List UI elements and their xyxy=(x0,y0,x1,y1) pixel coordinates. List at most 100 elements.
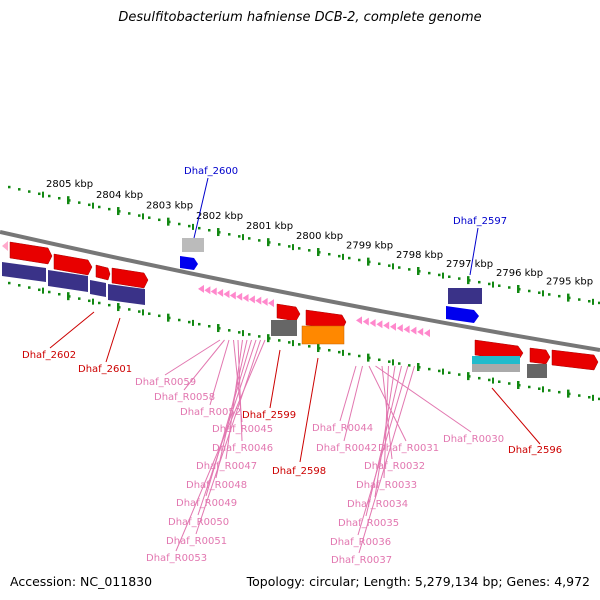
ruler-dot xyxy=(328,348,331,352)
trna-chevron[interactable] xyxy=(242,294,249,303)
gene-block-darkgray[interactable] xyxy=(271,320,297,336)
gene-arrow-red[interactable] xyxy=(95,264,111,281)
trna-chevron[interactable] xyxy=(268,299,274,308)
gene-block-orange[interactable] xyxy=(301,325,345,345)
gene-block-cyan[interactable] xyxy=(472,356,520,364)
gene-block-gray[interactable] xyxy=(182,238,204,252)
ruler-dot xyxy=(288,245,291,248)
trna-chevron[interactable] xyxy=(424,329,430,338)
gene-block-purple[interactable] xyxy=(2,262,46,282)
trna-chevron[interactable] xyxy=(396,324,403,333)
gene-dhaf-2599-arrow[interactable] xyxy=(276,303,301,322)
gene-arrow-red[interactable] xyxy=(9,241,53,265)
trna-chevron[interactable] xyxy=(390,322,396,331)
ruler-major-tick xyxy=(567,293,570,302)
trna-label-right[interactable]: Dhaf_R0031 xyxy=(378,443,439,454)
ruler-minor-tick xyxy=(492,281,494,288)
ruler-dot xyxy=(58,292,61,296)
trna-label-left[interactable]: Dhaf_R0045 xyxy=(212,424,273,435)
trna-chevron[interactable] xyxy=(403,325,410,334)
trna-label-left[interactable]: Dhaf_R0053 xyxy=(146,553,207,564)
trna-chevron[interactable] xyxy=(417,327,424,336)
trna-chevron[interactable] xyxy=(223,290,230,299)
gene-arrow-red[interactable] xyxy=(53,253,93,276)
ruler-major-tick xyxy=(117,207,120,216)
trna-label-left[interactable]: Dhaf_R0050 xyxy=(168,517,229,528)
gene-label-dhaf-2599[interactable]: Dhaf_2599 xyxy=(242,410,296,421)
ruler-minor-tick xyxy=(292,340,294,347)
gene-arrow-red[interactable] xyxy=(551,349,599,371)
gene-arrow-red[interactable] xyxy=(474,339,524,362)
trna-chevron[interactable] xyxy=(229,291,236,300)
leader-line xyxy=(343,365,363,442)
ruler-label: 2805 kbp xyxy=(46,179,93,190)
trna-label-right[interactable]: Dhaf_R0037 xyxy=(331,555,392,566)
gene-label-dhaf-2600[interactable]: Dhaf_2600 xyxy=(184,166,238,177)
trna-chevron[interactable] xyxy=(356,316,362,325)
ruler-dot xyxy=(208,228,211,232)
gene-block-lightgray[interactable] xyxy=(472,364,520,372)
ruler-dot xyxy=(508,286,511,289)
trna-chevron[interactable] xyxy=(198,284,204,293)
ruler-major-tick xyxy=(167,313,170,322)
gene-block-purple[interactable] xyxy=(90,280,106,297)
trna-label-right[interactable]: Dhaf_R0034 xyxy=(347,499,408,510)
gene-dhaf-2600-arrow[interactable] xyxy=(180,256,198,270)
trna-label-left[interactable]: Dhaf_R0046 xyxy=(212,443,273,454)
gene-dhaf-2597-arrow[interactable] xyxy=(446,306,479,323)
trna-chevron[interactable] xyxy=(248,295,255,304)
leader-line xyxy=(365,365,402,517)
ruler-dot xyxy=(48,194,51,198)
trna-chevron[interactable] xyxy=(383,321,390,330)
accession-text: Accession: NC_011830 xyxy=(10,574,153,589)
gene-label-dhaf-2601[interactable]: Dhaf_2601 xyxy=(78,364,132,375)
trna-label-left[interactable]: Dhaf_R0058 xyxy=(154,392,215,403)
gene-arrow-red[interactable] xyxy=(529,347,551,365)
trna-label-left[interactable]: Dhaf_R0047 xyxy=(196,461,257,472)
trna-chevron[interactable] xyxy=(376,320,383,329)
trna-chevron[interactable] xyxy=(369,318,376,327)
gene-dhaf-2602-arrow[interactable] xyxy=(2,241,8,251)
ruler-major-tick xyxy=(267,334,270,343)
gene-block-purple[interactable] xyxy=(48,270,88,292)
gene-label-dhaf-2597[interactable]: Dhaf_2597 xyxy=(453,216,507,227)
ruler-minor-tick xyxy=(42,287,44,294)
gene-label-dhaf-2598[interactable]: Dhaf_2598 xyxy=(272,466,326,477)
trna-label-right[interactable]: Dhaf_R0036 xyxy=(330,537,391,548)
ruler-dot xyxy=(148,216,151,219)
ruler-dot xyxy=(8,281,11,285)
trna-chevron[interactable] xyxy=(261,297,268,306)
ruler-dot xyxy=(98,205,101,209)
trna-chevron[interactable] xyxy=(217,288,224,297)
ruler-major-tick xyxy=(417,363,420,372)
gene-block-purple[interactable] xyxy=(448,288,482,304)
gene-block-purple[interactable] xyxy=(108,284,145,305)
gene-arrow-red[interactable] xyxy=(111,267,149,289)
trna-label-left[interactable]: Dhaf_R0052 xyxy=(180,407,241,418)
leader-line xyxy=(375,365,472,433)
trna-label-left[interactable]: Dhaf_R0048 xyxy=(186,480,247,491)
trna-label-right[interactable]: Dhaf_R0033 xyxy=(356,480,417,491)
trna-chevron[interactable] xyxy=(210,287,217,296)
trna-chevron[interactable] xyxy=(362,317,369,326)
gene-label-dhaf-2602[interactable]: Dhaf_2602 xyxy=(22,350,76,361)
trna-label-right[interactable]: Dhaf_R0044 xyxy=(312,423,373,434)
trna-label-right[interactable]: Dhaf_R0032 xyxy=(364,461,425,472)
trna-label-right[interactable]: Dhaf_R0030 xyxy=(443,434,504,445)
trna-label-left[interactable]: Dhaf_R0059 xyxy=(135,377,196,388)
trna-label-right[interactable]: Dhaf_R0035 xyxy=(338,518,399,529)
ruler-minor-tick xyxy=(292,244,294,251)
ruler-dot xyxy=(528,385,531,389)
trna-chevron[interactable] xyxy=(255,296,262,305)
trna-chevron[interactable] xyxy=(236,292,243,301)
ruler-dot xyxy=(598,301,600,305)
leader-line xyxy=(299,357,319,463)
gene-block-darkgray[interactable] xyxy=(527,364,547,378)
gene-label-dhaf-2596[interactable]: Dhaf_2596 xyxy=(508,445,562,456)
ruler-dot xyxy=(228,233,231,236)
trna-chevron[interactable] xyxy=(410,326,417,335)
trna-label-left[interactable]: Dhaf_R0051 xyxy=(166,536,227,547)
trna-label-left[interactable]: Dhaf_R0049 xyxy=(176,498,237,509)
trna-chevron[interactable] xyxy=(204,286,211,295)
trna-label-right[interactable]: Dhaf_R0042 xyxy=(316,443,377,454)
